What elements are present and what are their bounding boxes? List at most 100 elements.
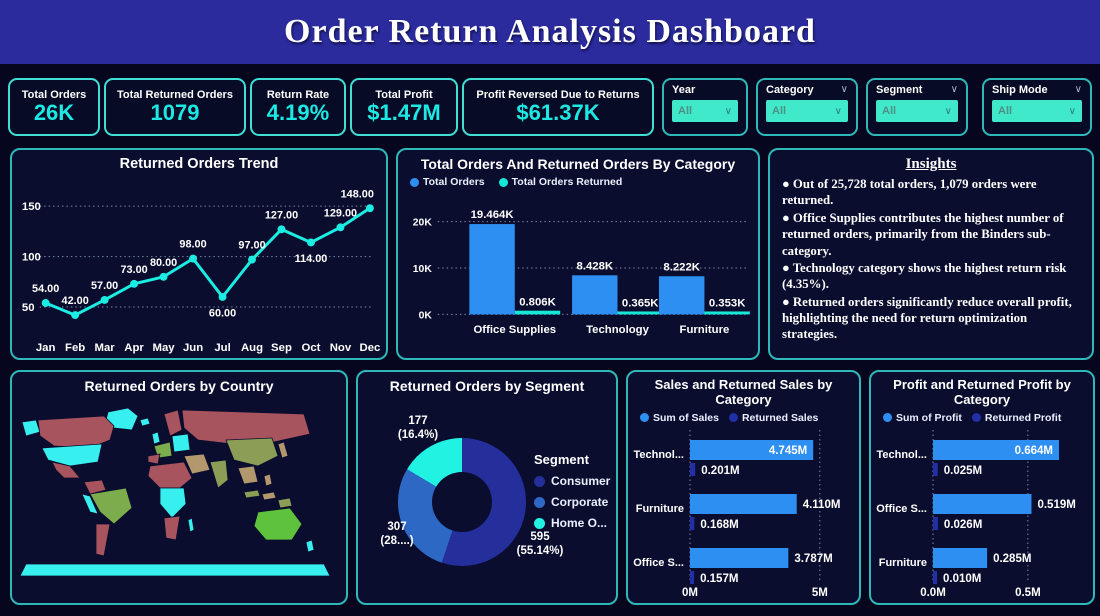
point-label: 54.00 [32, 283, 59, 295]
donut-label-consumer: 595 (55.14%) [516, 531, 564, 558]
map-region-peru [81, 493, 99, 515]
bar-label: 4.110M [803, 499, 841, 511]
x-tick: 5M [812, 587, 828, 599]
legend-dot-icon [498, 177, 508, 187]
dropdown-value: All [998, 105, 1013, 117]
ship-mode-dropdown[interactable]: All ∨ [992, 100, 1082, 122]
x-tick: 0M [682, 587, 698, 599]
kpi-label: Total Orders [21, 88, 87, 101]
page-title: Order Return Analysis Dashboard [284, 13, 816, 50]
insight-bullet: ● Technology category shows the highest … [782, 260, 1067, 292]
chevron-down-icon: ∨ [944, 105, 952, 117]
donut-label-home-office: 177 (16.4%) [397, 415, 439, 442]
chart-title: Returned Orders by Segment [389, 378, 585, 394]
map-region-uk [151, 431, 161, 445]
sales-bar-chart[interactable]: 0M 5M 4.745M 0.201M Technol... 4.110M 0.168M Fu… [628, 424, 859, 602]
year-dropdown[interactable]: All ∨ [672, 100, 738, 122]
kpi-label: Return Rate [266, 88, 330, 101]
map-region-canada [37, 415, 115, 449]
insight-bullet: ● Out of 25,728 total orders, 1,079 orde… [782, 177, 1037, 208]
chart-legend: Sum of Profit Returned Profit [871, 408, 1093, 424]
y-tick: 50 [22, 302, 35, 314]
kpi-total-orders: Total Orders 26K [8, 78, 100, 136]
filter-ship-mode: Ship Mode ∨ All ∨ [982, 78, 1092, 136]
chart-title: Sales and Returned Sales by Category [654, 377, 833, 407]
y-tick: 150 [22, 201, 41, 213]
x-tick: Jan [36, 342, 56, 354]
x-tick: 0.0M [920, 587, 946, 599]
point-label: 129.00 [324, 207, 357, 219]
map-region-usa [41, 443, 103, 467]
map-region-antarctica [19, 563, 331, 577]
panel-returned-orders-by-segment: Returned Orders by Segment 177 (16.4%) 30… [356, 370, 618, 605]
bar-label: 0.365K [622, 298, 659, 310]
kpi-value: 4.19% [266, 99, 330, 125]
y-category: Furniture [636, 503, 684, 515]
insight-bullet: ● Returned orders significantly reduce o… [782, 294, 1072, 342]
kpi-value: 26K [33, 99, 75, 125]
point-label: 148.00 [341, 188, 374, 200]
point-label: 60.00 [209, 307, 236, 319]
chart-title: Returned Orders by Country [84, 378, 274, 394]
profit-bar-chart[interactable]: 0.0M 0.5M 0.664M 0.025M Technol... 0.519M 0.02… [871, 424, 1093, 602]
x-tick: Feb [65, 342, 85, 354]
legend-item: Returned Profit [971, 412, 1061, 424]
legend-dot-icon [728, 413, 738, 423]
map-region-australia [253, 507, 303, 541]
legend-item: Total Orders [410, 176, 485, 188]
chevron-down-icon: ∨ [834, 105, 842, 117]
legend-label: Total Orders Returned [511, 176, 623, 189]
filter-label: Category [766, 84, 814, 96]
world-map[interactable] [12, 394, 342, 594]
legend-label: Sum of Sales [653, 411, 719, 424]
point-label: 127.00 [265, 209, 298, 221]
category-bar-chart[interactable]: 0K 10K 20K 19.464K 0.806K Office Supplies 8.42… [398, 188, 758, 348]
legend-item: Consumer [534, 474, 610, 488]
chevron-down-icon[interactable]: ∨ [840, 84, 848, 95]
map-region-central-africa [159, 487, 187, 519]
map-region-east-europe [171, 433, 191, 453]
x-tick: 0.5M [1015, 587, 1041, 599]
y-category: Office S... [633, 557, 684, 569]
category-dropdown[interactable]: All ∨ [766, 100, 848, 122]
chart-title: Profit and Returned Profit by Category [893, 377, 1071, 407]
legend-label: Corporate [551, 495, 609, 509]
insight-bullet: ● Office Supplies contributes the highes… [782, 210, 1064, 258]
point-label: 97.00 [238, 239, 265, 251]
legend-item: Corporate [534, 495, 610, 509]
legend-label: Returned Sales [741, 411, 819, 424]
chevron-down-icon[interactable]: ∨ [950, 84, 958, 95]
map-region-colombia [83, 479, 107, 495]
segment-dropdown[interactable]: All ∨ [876, 100, 958, 122]
filter-label: Year [672, 84, 696, 96]
legend-item: Total Orders Returned [498, 176, 623, 189]
bar-label: 0.201M [701, 465, 739, 477]
bar-label: 0.168M [700, 519, 738, 531]
legend-dot-icon [410, 177, 419, 187]
y-tick: 20K [413, 218, 433, 229]
legend-dot-icon [534, 475, 545, 487]
map-region-south-africa [163, 515, 181, 541]
map-region-new-zealand [305, 539, 315, 553]
x-tick: May [153, 342, 176, 354]
legend-dot-icon [534, 517, 545, 529]
dropdown-value: All [772, 105, 787, 117]
map-region-japan [277, 441, 289, 459]
chart-title: Total Orders And Returned Orders By Cate… [420, 156, 736, 172]
legend-dot-icon [534, 496, 545, 508]
y-category: Office S... [876, 503, 927, 515]
chevron-down-icon[interactable]: ∨ [1074, 84, 1082, 95]
legend-item: Sum of Profit [883, 412, 962, 424]
map-region-se-asia [237, 465, 259, 485]
map-region-indonesia-east [261, 491, 277, 501]
y-category: Furniture [879, 557, 927, 569]
chart-legend: Total Orders Total Orders Returned [398, 172, 758, 188]
bar-label: 0.664M [1015, 445, 1053, 457]
insights-title: Insights [905, 156, 957, 172]
map-region-iceland [139, 417, 151, 427]
bar-label: 0.025M [944, 465, 982, 477]
chart-legend: Sum of Sales Returned Sales [628, 408, 859, 424]
x-tick: Furniture [680, 324, 730, 336]
kpi-total-profit: Total Profit $1.47M [350, 78, 458, 136]
